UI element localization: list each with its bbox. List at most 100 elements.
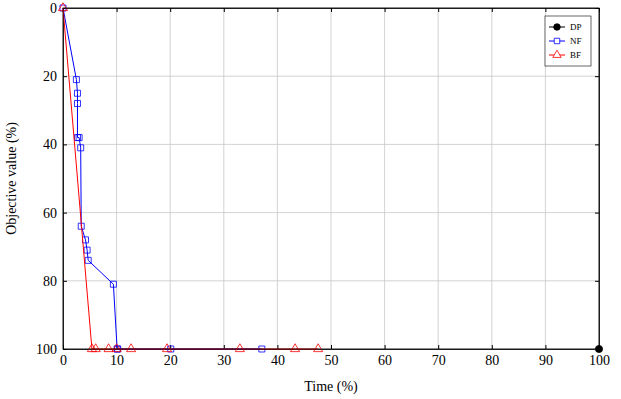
marker (74, 90, 80, 96)
frame (63, 8, 599, 349)
grid-line (331, 8, 332, 349)
tick-mark (63, 213, 67, 214)
tick-mark (224, 8, 225, 12)
x-axis-top (64, 8, 600, 12)
marker (162, 344, 171, 352)
legend-label: NF (570, 36, 582, 46)
tick-mark (438, 8, 439, 12)
plot: 0102030405060708090100020406080100DPNFBF (36, 1, 610, 368)
grid-line (63, 144, 599, 145)
tick-mark (224, 345, 225, 349)
x-axis-title: Time (%) (304, 379, 358, 395)
grid-line (384, 8, 385, 349)
grid-line (116, 8, 117, 349)
tick-mark (117, 8, 118, 12)
tick: 30 (217, 345, 231, 368)
marker (74, 135, 80, 141)
x-axis: 0102030405060708090100 (60, 345, 610, 368)
tick: 90 (539, 345, 553, 368)
tick-label: 80 (43, 274, 57, 289)
tick-mark (595, 281, 599, 282)
series (58, 3, 322, 352)
marks (58, 3, 602, 353)
marker (314, 344, 323, 352)
marker (76, 135, 82, 141)
tick-mark (595, 76, 599, 77)
tick-mark (63, 76, 67, 77)
tick-mark (545, 345, 546, 349)
grid-line (491, 8, 492, 349)
marker (83, 237, 89, 243)
marker (110, 281, 116, 287)
tick: 50 (325, 345, 339, 368)
marker (78, 145, 84, 151)
grid-line (170, 8, 171, 349)
marker (85, 257, 91, 263)
tick-mark (63, 281, 67, 282)
tick (331, 8, 332, 12)
tick: 100 (589, 345, 610, 368)
tick-label: 60 (43, 206, 57, 221)
tick-mark (438, 345, 439, 349)
tick-label: 0 (50, 1, 57, 16)
tick: 40 (271, 345, 285, 368)
tick: 80 (485, 345, 499, 368)
tick (385, 8, 386, 12)
tick (117, 8, 118, 12)
tick-mark (385, 345, 386, 349)
grid-line (63, 76, 599, 77)
line (63, 8, 318, 349)
marker (74, 100, 80, 106)
line (63, 8, 262, 349)
tick-mark (595, 144, 599, 145)
marker (112, 344, 121, 352)
tick: 20 (164, 345, 178, 368)
tick (438, 8, 439, 12)
marker (73, 77, 79, 83)
marker (235, 344, 244, 352)
marker (91, 344, 100, 352)
tick (170, 8, 171, 12)
tick-mark (331, 345, 332, 349)
tick-mark (170, 8, 171, 12)
legend-label: DP (570, 22, 582, 32)
tick (277, 8, 278, 12)
tick: 100 (36, 342, 67, 357)
tick-label: 60 (378, 353, 392, 368)
tick-label: 40 (271, 353, 285, 368)
tick-label: 100 (36, 342, 57, 357)
y-axis: 020406080100 (36, 1, 67, 357)
series (60, 5, 265, 352)
tick-mark (492, 8, 493, 12)
tick: 70 (432, 345, 446, 368)
tick-mark (331, 8, 332, 12)
tick (595, 213, 599, 214)
tick (595, 76, 599, 77)
chart: 0102030405060708090100020406080100DPNFBF… (0, 0, 621, 399)
tick-label: 20 (164, 353, 178, 368)
tick-mark (492, 345, 493, 349)
grid-line (277, 8, 278, 349)
tick-mark (63, 144, 67, 145)
grid-line (63, 280, 599, 281)
marker (84, 247, 90, 253)
tick-label: 20 (43, 69, 57, 84)
tick-label: 10 (110, 353, 124, 368)
legend-marker (554, 24, 561, 31)
grid-line (63, 212, 599, 213)
tick-mark (595, 213, 599, 214)
legend-label: BF (570, 50, 581, 60)
grid-line (223, 8, 224, 349)
legend-marker (554, 38, 559, 43)
tick-label: 80 (485, 353, 499, 368)
legend-marker (553, 50, 561, 57)
tick-label: 90 (539, 353, 553, 368)
tick-label: 70 (432, 353, 446, 368)
y-axis-title: Objective value (%) (4, 122, 20, 235)
marker (291, 344, 300, 352)
tick-mark (277, 8, 278, 12)
marker (104, 344, 113, 352)
tick-label: 100 (589, 353, 610, 368)
tick-mark (385, 8, 386, 12)
grid-line (438, 8, 439, 349)
